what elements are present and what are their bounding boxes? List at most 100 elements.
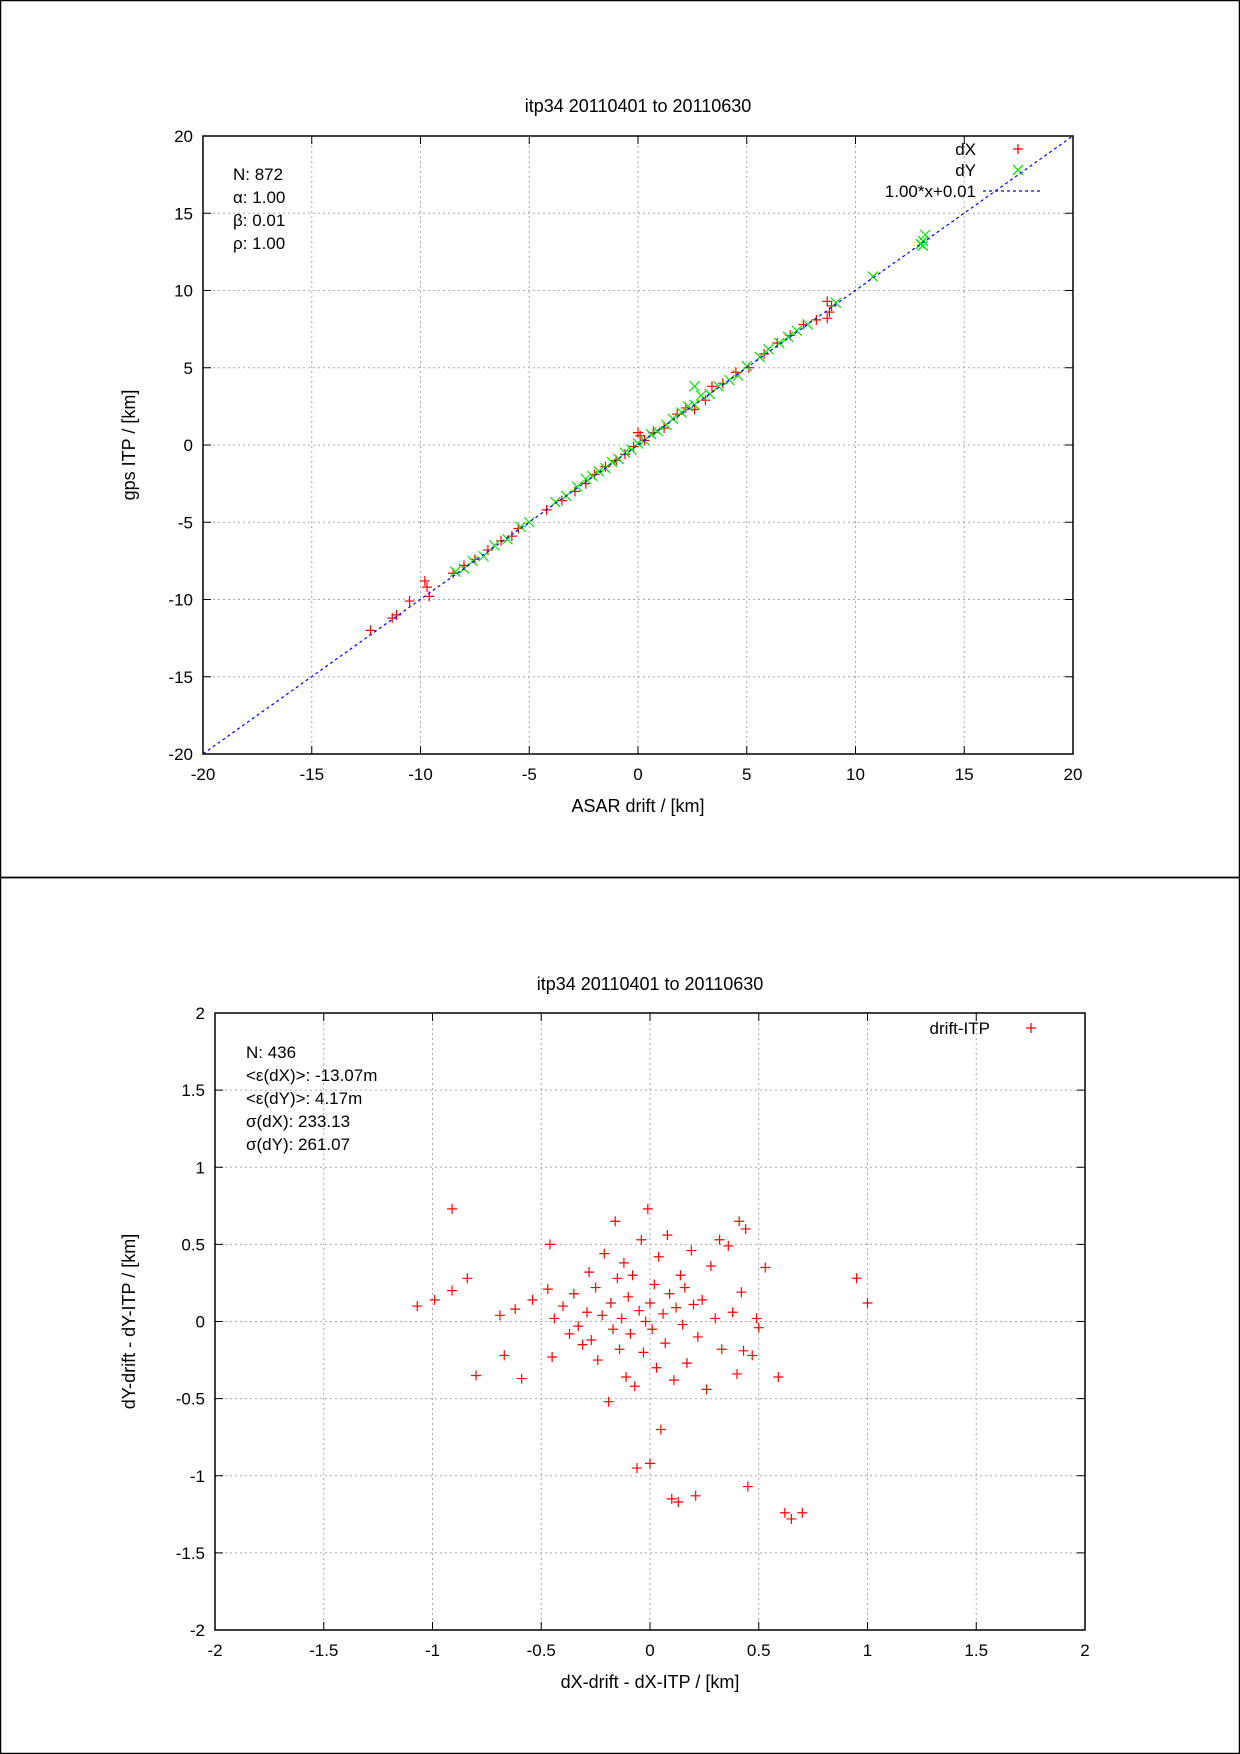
data-point — [510, 1304, 521, 1315]
data-point — [365, 625, 376, 636]
x-tick-label: 2 — [1080, 1641, 1089, 1660]
data-point — [723, 1240, 734, 1251]
data-point — [802, 319, 814, 330]
data-point — [811, 314, 822, 325]
data-point — [695, 390, 707, 401]
data-point — [753, 1322, 764, 1333]
data-point — [631, 1463, 642, 1474]
data-point — [732, 370, 744, 381]
data-point — [636, 1234, 647, 1245]
data-point — [705, 1260, 716, 1271]
data-point — [704, 388, 716, 400]
data-point — [862, 1297, 873, 1308]
data-point — [822, 313, 833, 324]
data-point — [586, 1335, 597, 1346]
data-point — [618, 1257, 629, 1268]
data-point — [447, 1203, 458, 1214]
data-point — [638, 1347, 649, 1358]
stats-line: α: 1.00 — [233, 188, 285, 207]
data-point — [851, 1273, 862, 1284]
data-point — [822, 296, 833, 307]
data-point — [682, 400, 694, 412]
y-tick-label: 15 — [174, 204, 193, 223]
legend-label: 1.00*x+0.01 — [885, 182, 976, 201]
data-point — [549, 1313, 560, 1324]
x-tick-label: 1.5 — [964, 1641, 988, 1660]
y-tick-label: -5 — [178, 513, 193, 532]
data-point — [592, 1355, 603, 1366]
data-point — [605, 1297, 616, 1308]
y-tick-label: -20 — [168, 745, 193, 764]
y-tick-label: -10 — [168, 591, 193, 610]
data-point — [692, 1331, 703, 1342]
data-point — [773, 1372, 784, 1383]
panel-frame-bottom — [0, 876, 1240, 1754]
x-tick-label: 15 — [955, 765, 974, 784]
data-point — [686, 1245, 697, 1256]
data-point — [671, 1302, 682, 1313]
legend-swatch — [1012, 164, 1024, 176]
data-point — [523, 516, 535, 528]
data-point — [462, 1273, 473, 1284]
data-point — [706, 381, 717, 392]
x-tick-label: -1 — [425, 1641, 440, 1660]
data-point — [621, 1372, 632, 1383]
data-point — [478, 550, 489, 562]
stats-line: σ(dY): 261.07 — [246, 1135, 350, 1154]
data-point — [625, 1328, 636, 1339]
data-point — [628, 441, 639, 452]
data-point — [544, 1239, 555, 1250]
data-point — [645, 428, 657, 440]
data-point — [740, 1223, 751, 1234]
data-point — [730, 367, 741, 378]
data-point — [422, 582, 433, 593]
data-point — [658, 1308, 669, 1319]
plot-border — [202, 135, 1074, 755]
y-tick-label: 10 — [174, 282, 193, 301]
stats-line: N: 436 — [246, 1043, 296, 1062]
data-point — [449, 566, 461, 578]
data-point — [603, 1396, 614, 1407]
data-point — [681, 1358, 692, 1369]
data-point — [666, 1493, 677, 1504]
x-tick-label: 0 — [645, 1641, 654, 1660]
data-point — [763, 343, 774, 355]
data-point — [573, 1321, 584, 1332]
data-point — [732, 1368, 742, 1379]
legend-swatch — [1026, 1023, 1036, 1033]
data-point — [647, 1324, 658, 1335]
data-point — [734, 1216, 745, 1227]
data-point — [701, 1384, 712, 1395]
data-point — [779, 1507, 790, 1518]
data-point — [727, 1307, 738, 1318]
data-point — [660, 1338, 671, 1349]
data-point — [499, 1350, 510, 1361]
data-point — [568, 1288, 579, 1299]
data-point — [760, 1262, 771, 1273]
data-point — [797, 1507, 808, 1518]
x-tick-label: -15 — [299, 765, 324, 784]
y-tick-label: 5 — [184, 359, 193, 378]
data-point — [580, 473, 592, 485]
y-tick-label: -2 — [190, 1621, 205, 1640]
data-point — [642, 1203, 653, 1214]
x-tick-label: 0 — [633, 765, 642, 784]
x-tick-label: 5 — [742, 765, 751, 784]
y-tick-label: -0.5 — [176, 1390, 205, 1409]
data-point — [664, 1288, 675, 1299]
data-point — [751, 1313, 762, 1324]
data-point — [786, 1513, 797, 1524]
data-point — [494, 1310, 505, 1321]
stats-line: σ(dX): 233.13 — [246, 1112, 350, 1131]
x-tick-label: -2 — [207, 1641, 222, 1660]
data-point — [623, 1291, 634, 1302]
x-tick-label: -10 — [408, 765, 433, 784]
data-point — [679, 1282, 690, 1293]
data-point — [564, 1328, 575, 1339]
data-point — [673, 1496, 684, 1507]
y-tick-label: -15 — [168, 668, 193, 687]
x-tick-label: -5 — [522, 765, 537, 784]
legend-label: dY — [955, 161, 976, 180]
